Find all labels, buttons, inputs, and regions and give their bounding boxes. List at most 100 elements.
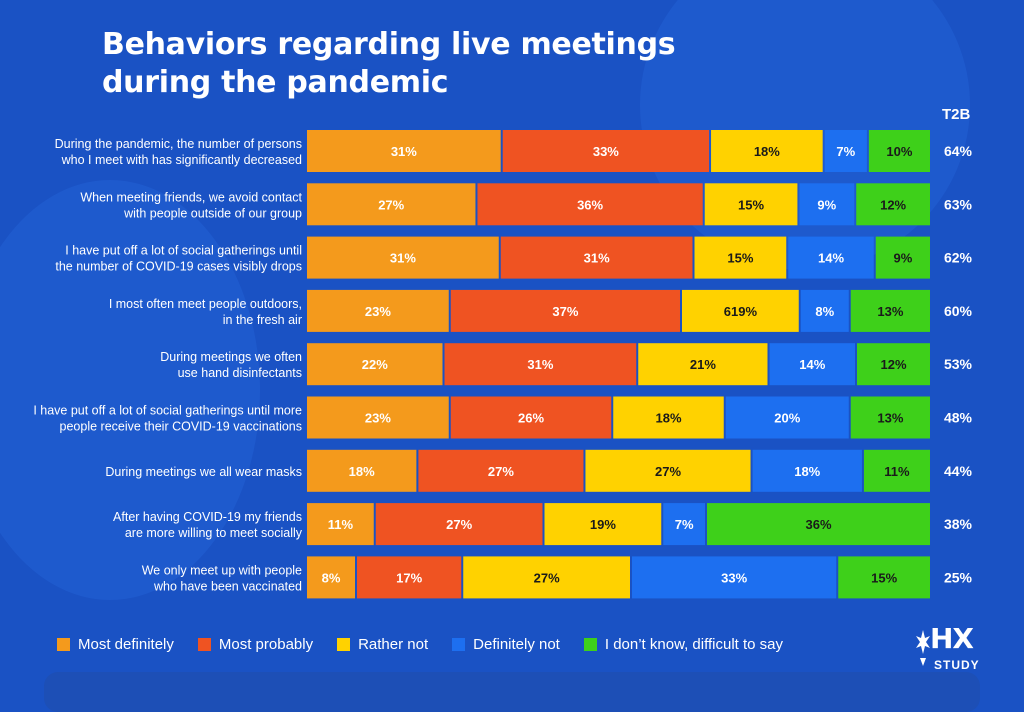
t2b-value: 62% (944, 250, 973, 266)
bar-segment (613, 396, 724, 439)
category-label: We only meet up with people (142, 563, 302, 577)
bar-segment (450, 289, 680, 332)
data-label: 18% (655, 411, 681, 426)
bar-segment (711, 130, 823, 172)
bar-segment (856, 183, 930, 226)
bar-segment (799, 183, 855, 226)
data-label: 14% (818, 251, 844, 266)
bar-segment (707, 503, 930, 546)
bar-segment (638, 343, 768, 386)
bar-segment (450, 396, 612, 439)
data-label: 36% (805, 517, 831, 532)
data-label: 619% (724, 304, 758, 319)
bar-segment (307, 396, 449, 439)
data-label: 14% (799, 357, 825, 372)
data-label: 31% (391, 144, 417, 159)
legend: Most definitely Most probably Rather not… (57, 636, 807, 653)
bar-segment (307, 449, 417, 492)
t2b-value: 44% (944, 463, 973, 479)
bar-segment (502, 130, 710, 172)
bar-segment (800, 289, 849, 332)
logo-study-text: STUDY (934, 658, 980, 672)
bar-segment (694, 236, 787, 279)
data-label: 7% (675, 517, 694, 532)
data-label: 19% (590, 517, 616, 532)
category-label: After having COVID-19 my friends (113, 510, 302, 524)
t2b-value: 63% (944, 196, 973, 212)
t2b-value: 48% (944, 410, 973, 426)
chart-title: Behaviors regarding live meetings during… (102, 26, 742, 102)
t2b-value: 25% (944, 569, 973, 585)
data-label: 15% (871, 570, 897, 585)
stacked-bar-chart: During the pandemic, the number of perso… (33, 130, 973, 599)
data-label: 37% (552, 304, 578, 319)
data-label: 7% (836, 144, 855, 159)
category-label: use hand disinfectants (178, 366, 302, 380)
category-label: During the pandemic, the number of perso… (55, 137, 302, 151)
data-label: 12% (880, 357, 906, 372)
data-label: 23% (365, 304, 391, 319)
data-label: 20% (774, 411, 800, 426)
bar-segment (357, 556, 462, 599)
legend-swatch (197, 638, 211, 651)
chart-title-line-1: Behaviors regarding live meetings (102, 27, 676, 62)
legend-item-most-definitely: Most definitely (57, 636, 174, 653)
category-label: When meeting friends, we avoid contact (80, 190, 302, 204)
bar-segment (585, 449, 751, 492)
category-label: with people outside of our group (123, 206, 302, 220)
legend-label: Most definitely (78, 636, 174, 653)
data-label: 10% (886, 144, 912, 159)
bar-segment (875, 236, 930, 279)
burst-icon (916, 630, 930, 666)
data-label: 33% (721, 570, 747, 585)
bar-segment (375, 503, 543, 546)
data-label: 18% (349, 464, 375, 479)
bar-segment (307, 503, 374, 546)
t2b-column-header: T2B (942, 106, 971, 123)
category-label: who have been vaccinated (153, 579, 302, 593)
category-label: I have put off a lot of social gathering… (65, 244, 302, 258)
bar-segment (663, 503, 705, 546)
data-label: 26% (518, 411, 544, 426)
bar-segment (444, 343, 637, 386)
bar-segment (307, 289, 449, 332)
bar-segment (769, 343, 855, 386)
data-label: 8% (322, 570, 341, 585)
data-label: 9% (893, 251, 912, 266)
data-label: 27% (655, 464, 681, 479)
bar-segment (857, 343, 930, 386)
data-label: 11% (884, 464, 910, 479)
t2b-value: 53% (944, 356, 973, 372)
category-label: I have put off a lot of social gathering… (33, 404, 302, 418)
data-label: 27% (488, 464, 514, 479)
bar-segment (838, 556, 930, 599)
category-label: the number of COVID-19 cases visibly dro… (55, 260, 302, 274)
legend-label: Definitely not (473, 636, 560, 653)
bar-segment (307, 556, 355, 599)
category-label: During meetings we often (160, 350, 302, 364)
bar-segment (500, 236, 693, 279)
data-label: 15% (738, 197, 764, 212)
data-label: 23% (365, 411, 391, 426)
legend-label: I don’t know, difficult to say (604, 636, 784, 653)
data-label: 31% (390, 251, 416, 266)
bar-segment (725, 396, 849, 439)
bar-segment (850, 396, 930, 439)
data-label: 31% (527, 357, 553, 372)
bar-segment (632, 556, 837, 599)
legend-swatch (583, 638, 597, 651)
t2b-value: 38% (944, 516, 973, 532)
category-label: in the fresh air (223, 313, 302, 327)
bar-segment (868, 130, 930, 172)
data-label: 9% (817, 197, 836, 212)
bar-segment (477, 183, 703, 226)
data-label: 27% (446, 517, 472, 532)
category-label: are more willing to meet socially (125, 526, 303, 540)
hx-study-logo: HX STUDY (916, 622, 980, 678)
data-label: 27% (378, 197, 404, 212)
data-label: 33% (593, 144, 619, 159)
bar-segment (307, 130, 501, 172)
bar-segment (307, 236, 499, 279)
data-label: 27% (534, 570, 560, 585)
data-label: 22% (362, 357, 388, 372)
